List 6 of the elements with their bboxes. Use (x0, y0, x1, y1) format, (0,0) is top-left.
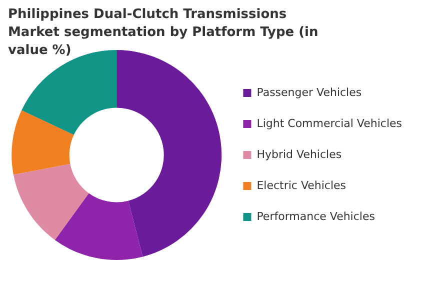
legend-label: Hybrid Vehicles (256, 148, 342, 161)
chart-title: Philippines Dual-Clutch Transmissions Market segmentation by Platform Type (in value %) (8, 6, 320, 60)
legend-label: Passenger Vehicles (256, 86, 362, 99)
legend-label: Light Commercial Vehicles (256, 116, 402, 130)
legend-label: Electric Vehicles (256, 178, 346, 192)
legend-label: Performance Vehicles (256, 210, 376, 223)
